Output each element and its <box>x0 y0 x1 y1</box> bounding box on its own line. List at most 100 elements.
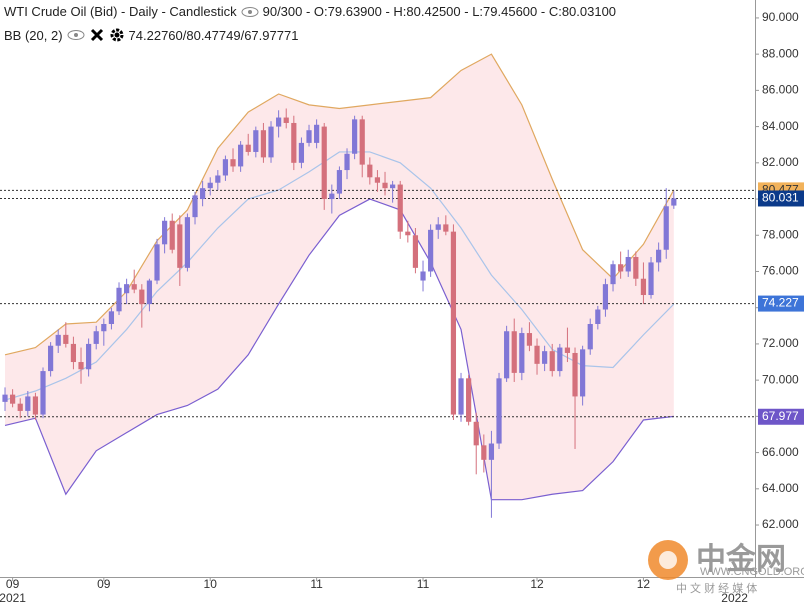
candle-body <box>428 229 434 272</box>
candle-body <box>40 371 46 415</box>
candle-body <box>610 264 616 285</box>
candle-body <box>488 443 495 460</box>
candle-body <box>17 403 23 411</box>
x-tick-label: 10 <box>204 577 218 591</box>
candle-body <box>663 206 669 250</box>
y-tick-label: 88.000 <box>762 46 799 60</box>
candle-body <box>458 378 464 415</box>
candle-body <box>207 182 213 189</box>
candle-body <box>192 195 198 218</box>
candle-body <box>86 343 92 370</box>
candle-body <box>443 224 449 232</box>
watermark-tagline: 中 文 财 经 媒 体 <box>676 583 758 595</box>
watermark-brand: 中金网 <box>696 543 786 576</box>
x-tick-label: 09 <box>6 577 20 591</box>
candle-body <box>48 345 54 372</box>
candle-body <box>238 144 244 167</box>
candle-body <box>549 351 555 372</box>
x-tick-label: 11 <box>310 577 323 591</box>
candle-body <box>222 159 229 176</box>
candle-body <box>595 309 601 324</box>
candle-body <box>215 175 221 183</box>
candle-body <box>55 334 61 346</box>
candle-body <box>481 445 487 460</box>
band-fill <box>5 54 674 500</box>
candle-body <box>557 347 563 372</box>
header-line: WTI Crude Oil (Bid) - Daily - Candlestic… <box>4 4 616 19</box>
candle-body <box>526 333 533 346</box>
candle-body <box>70 343 77 363</box>
candle-body <box>519 333 525 373</box>
candle-body <box>412 235 419 268</box>
candle-body <box>101 323 107 332</box>
candle-body <box>177 224 183 268</box>
price-label: 74.227 <box>762 296 799 310</box>
candle-body <box>602 284 609 310</box>
eye-icon[interactable] <box>67 29 85 41</box>
candle-body <box>625 256 631 272</box>
candle-body <box>245 144 251 152</box>
x-tick-label: 12 <box>637 577 651 591</box>
settings-icon[interactable] <box>109 27 125 43</box>
candle-body <box>390 184 396 189</box>
y-tick-label: 84.000 <box>762 119 799 133</box>
candle-body <box>618 264 624 272</box>
candle-body <box>2 394 8 402</box>
candle-body <box>534 345 540 364</box>
candle-body <box>260 130 267 158</box>
eye-icon[interactable] <box>241 6 259 18</box>
x-tick-label: 09 <box>97 577 111 591</box>
y-tick-label: 86.000 <box>762 83 799 97</box>
ohlc-info: 90/300 - O:79.63900 - H:80.42500 - L:79.… <box>262 4 617 19</box>
candle-body <box>306 130 312 143</box>
x-tick-label: 12 <box>530 577 544 591</box>
candle-body <box>397 184 403 232</box>
candle-body <box>184 217 191 268</box>
candle-body <box>108 311 115 324</box>
candle-body <box>116 287 122 312</box>
y-tick-label: 76.000 <box>762 264 799 278</box>
candle-body <box>230 159 236 167</box>
candle-body <box>405 231 411 236</box>
indicator-name: BB (20, 2) <box>4 27 63 43</box>
candle-body <box>93 331 99 344</box>
candle-body <box>572 352 578 397</box>
candle-body <box>253 130 259 152</box>
y-tick-label: 62.000 <box>762 517 799 531</box>
y-tick-label: 72.000 <box>762 336 799 350</box>
candle-body <box>321 126 327 200</box>
candle-body <box>314 124 320 143</box>
candle-body <box>580 349 586 397</box>
candle-body <box>435 224 441 230</box>
candle-body <box>169 220 175 250</box>
candle-body <box>78 362 84 370</box>
band-layer <box>4 53 675 501</box>
candle-body <box>420 271 426 281</box>
candle-body <box>640 278 647 296</box>
candle-body <box>473 421 479 446</box>
x-tick-label: 11 <box>417 577 430 591</box>
candle-body <box>344 153 350 171</box>
y-tick-label: 90.000 <box>762 10 799 24</box>
candle-body <box>496 378 502 444</box>
price-label: 67.977 <box>762 409 799 423</box>
indicator-values: 74.22760/80.47749/67.97771 <box>128 27 299 43</box>
candle-body <box>466 378 472 422</box>
candle-body <box>504 331 510 379</box>
price-label-box <box>758 408 804 425</box>
candle-body <box>352 119 358 154</box>
y-tick-label: 78.000 <box>762 227 799 241</box>
candle-body <box>268 126 274 158</box>
candle-body <box>336 170 343 194</box>
remove-icon[interactable] <box>89 27 105 43</box>
x-year-label: 2021 <box>0 591 26 605</box>
candle-body <box>587 323 593 350</box>
price-label-box <box>758 295 804 312</box>
candle-body <box>200 188 206 200</box>
watermark-logo <box>648 540 688 580</box>
main-layer <box>0 108 755 518</box>
y-tick-label: 64.000 <box>762 481 799 495</box>
candle-body <box>564 347 571 353</box>
